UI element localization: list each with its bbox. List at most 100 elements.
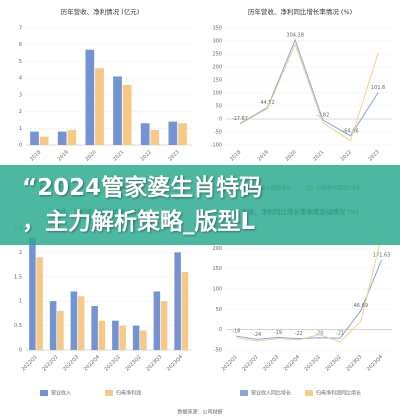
- y-tick-label: 2: [19, 109, 22, 115]
- y-tick-label: 100: [212, 287, 222, 293]
- bar: [150, 129, 160, 145]
- y-tick-label: 2: [19, 250, 22, 256]
- x-tick-label: 2018: [29, 149, 42, 162]
- x-tick-label: 2023Q3: [345, 354, 363, 372]
- x-tick-label: 2022Q4: [83, 354, 101, 372]
- bar: [57, 310, 64, 350]
- y-tick-label: 0: [219, 117, 222, 123]
- x-tick-label: 2022Q2: [241, 354, 259, 372]
- bar: [178, 123, 187, 145]
- y-tick-label: 0.5: [14, 323, 22, 329]
- x-tick-label: 2023Q3: [145, 354, 163, 372]
- y-tick-label: 6: [19, 42, 22, 48]
- bar: [85, 49, 95, 145]
- legend-swatch: [305, 390, 313, 396]
- bar: [153, 291, 161, 350]
- bar: [174, 252, 181, 350]
- x-tick-label: 2022Q1: [21, 354, 39, 372]
- y-tick-label: 150: [212, 266, 222, 272]
- data-label: 304.28: [286, 32, 304, 38]
- y-tick-label: -50: [214, 348, 222, 354]
- x-tick-label: 2023Q4: [166, 354, 184, 372]
- bar: [91, 306, 98, 350]
- bar: [122, 84, 132, 145]
- x-tick-label: 2022Q3: [262, 354, 280, 372]
- y-tick-label: 300: [212, 39, 222, 45]
- data-label: 171.63: [373, 252, 391, 258]
- y-tick-label: 350: [212, 26, 222, 32]
- line: [236, 259, 383, 340]
- bar: [95, 68, 104, 145]
- data-label: 46.89: [354, 303, 368, 309]
- data-label: -24: [253, 332, 261, 338]
- line: [239, 43, 379, 142]
- bar: [98, 320, 106, 350]
- bar: [29, 237, 36, 350]
- y-tick-label: 4: [19, 76, 22, 82]
- data-label: -64.86: [342, 128, 358, 134]
- x-tick-label: 2022: [140, 149, 153, 162]
- x-tick-label: 2022: [340, 149, 353, 162]
- y-tick-label: 1.5: [14, 274, 22, 280]
- x-tick-label: 2023: [167, 149, 180, 162]
- y-tick-label: 0: [19, 348, 22, 354]
- x-tick-label: 2022Q2: [41, 354, 59, 372]
- data-label: -19: [274, 330, 282, 336]
- legend-swatch: [240, 390, 248, 396]
- bar: [49, 301, 57, 350]
- bar: [160, 301, 168, 350]
- bar: [70, 291, 78, 350]
- y-tick-label: 250: [212, 52, 222, 58]
- x-tick-label: 2022Q1: [221, 354, 239, 372]
- legend-swatch: [40, 390, 48, 396]
- data-label: -17.67: [232, 116, 248, 122]
- y-tick-label: 150: [212, 78, 222, 84]
- y-tick-label: 5: [19, 59, 22, 65]
- x-tick-label: 2023Q4: [366, 354, 384, 372]
- bar: [119, 325, 126, 350]
- data-label: 44.52: [260, 100, 274, 106]
- y-tick-label: 1: [19, 299, 22, 305]
- banner-line: ，主力解析策略_版型L: [22, 209, 256, 235]
- legend-label: 营业收入: [51, 390, 71, 397]
- bar: [39, 136, 49, 145]
- chart-title: 历年营收、净利情况 (亿元): [61, 7, 140, 16]
- y-tick-label: 7: [19, 26, 22, 32]
- y-tick-label: 100: [212, 91, 222, 97]
- y-tick-label: 1: [19, 126, 22, 132]
- legend-label: 归母净利润同比增长: [316, 390, 361, 397]
- x-tick-label: 2022Q3: [62, 354, 80, 372]
- data-label: -3.82: [316, 112, 329, 118]
- y-tick-label: 50: [216, 307, 222, 313]
- bar: [36, 257, 43, 350]
- x-tick-label: 2023Q1: [104, 354, 122, 372]
- bar: [140, 330, 147, 350]
- data-label: -20: [315, 330, 323, 336]
- footer: 数据来源：公司财报: [177, 409, 222, 416]
- x-tick-label: 2020: [284, 149, 297, 162]
- y-tick-label: 0: [219, 327, 222, 333]
- bar: [140, 123, 150, 145]
- legend-label: 归母净利润: [116, 390, 141, 397]
- x-tick-label: 2023Q1: [304, 354, 322, 372]
- bar: [113, 76, 122, 145]
- data-label: 101.6: [371, 85, 385, 91]
- data-label: -16: [232, 329, 240, 335]
- legend-swatch: [105, 390, 113, 396]
- legend-label: 营业收入同比增长: [251, 390, 291, 397]
- line: [236, 236, 383, 343]
- x-tick-label: 2022Q4: [283, 354, 301, 372]
- y-tick-label: 200: [212, 246, 222, 252]
- y-tick-label: 3: [19, 92, 22, 98]
- bar: [181, 271, 189, 350]
- bar: [77, 296, 85, 350]
- y-tick-label: 50: [216, 104, 222, 110]
- x-tick-label: 2023Q2: [124, 354, 142, 372]
- x-tick-label: 2021: [312, 149, 325, 162]
- x-tick-label: 2023Q2: [324, 354, 342, 372]
- bar: [112, 320, 119, 350]
- y-tick-label: -50: [214, 130, 222, 136]
- line: [239, 38, 379, 137]
- y-tick-label: -100: [211, 143, 222, 149]
